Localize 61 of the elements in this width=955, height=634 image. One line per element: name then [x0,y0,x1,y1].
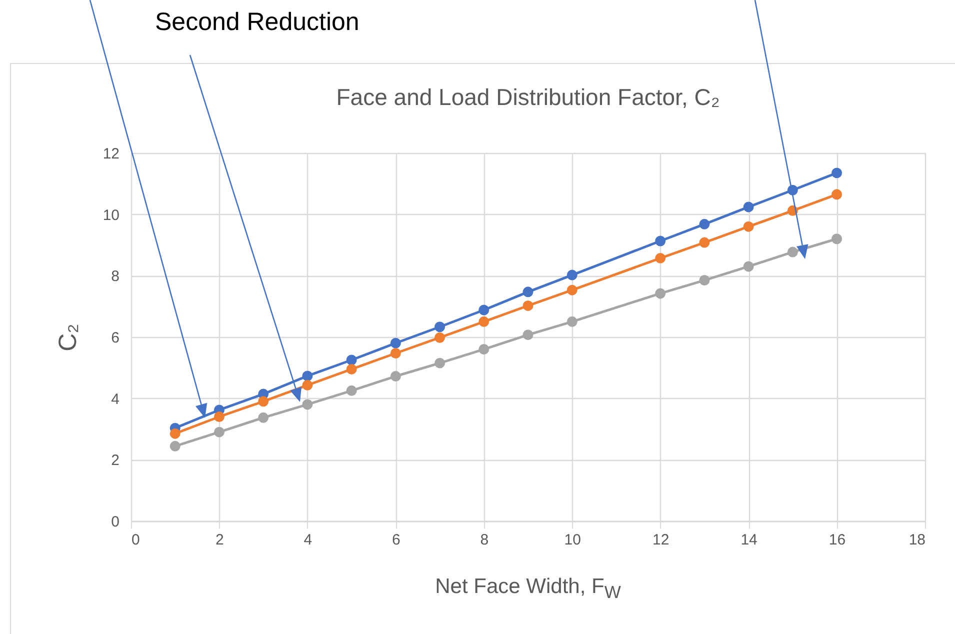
y-tick-label: 8 [111,268,120,286]
point [214,426,224,438]
y-tick-label: 12 [102,146,120,162]
point [699,218,710,230]
y-tick-label: 10 [102,206,120,224]
point [743,261,754,272]
x-tick-label: 8 [480,532,489,548]
point [832,189,842,200]
point [390,338,401,348]
point [478,304,490,316]
point [743,202,754,212]
point [346,364,357,374]
x-tick-label: 16 [828,532,846,548]
point [787,246,798,258]
point [699,275,710,286]
point [832,168,842,178]
point [478,344,490,354]
point [699,237,710,248]
point [434,322,446,332]
x-tick-label: 14 [740,532,758,548]
x-tick-label: 4 [304,532,312,548]
x-tick-label: 6 [392,532,400,548]
x-tick-label: 18 [908,532,926,548]
point [346,354,357,366]
point [522,330,534,340]
point [214,412,224,422]
x-tick-label: 0 [132,532,140,548]
x-tick-label: 12 [652,532,670,548]
point [743,221,754,232]
chart-title: Face and Load Distribution Factor, C₂ [336,84,720,110]
point [566,284,578,296]
point [655,252,666,264]
point [434,358,446,368]
point [655,288,666,299]
y-tick-label: 2 [111,452,120,470]
point [258,396,269,407]
point [522,286,534,298]
point [390,371,401,382]
x-tick-label: 10 [564,532,581,548]
point [566,270,578,280]
point [390,348,401,358]
point [522,300,534,311]
x-axis-title: Net Face Width, F$_{W}$ [434,575,622,604]
point [170,440,180,452]
point [302,380,313,390]
y-tick-label: 0 [111,514,120,530]
point [302,399,313,410]
y-tick-label: 6 [111,330,120,346]
point [832,234,842,244]
x-tick-label: 2 [216,532,224,548]
point [170,428,180,439]
point [655,236,666,246]
y-axis-title: C₂ [54,324,82,352]
point [478,316,490,327]
point [302,370,313,382]
point [566,316,578,327]
y-tick-label: 4 [111,390,120,408]
point [434,332,446,343]
point [258,412,269,423]
text: Second Reduction [155,8,360,37]
point [346,385,357,396]
